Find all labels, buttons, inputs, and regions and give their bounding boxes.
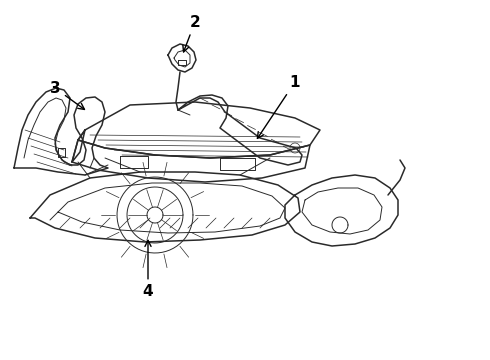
- Text: 2: 2: [183, 14, 200, 52]
- Text: 3: 3: [49, 81, 84, 109]
- Text: 1: 1: [257, 75, 300, 138]
- Text: 4: 4: [143, 240, 153, 300]
